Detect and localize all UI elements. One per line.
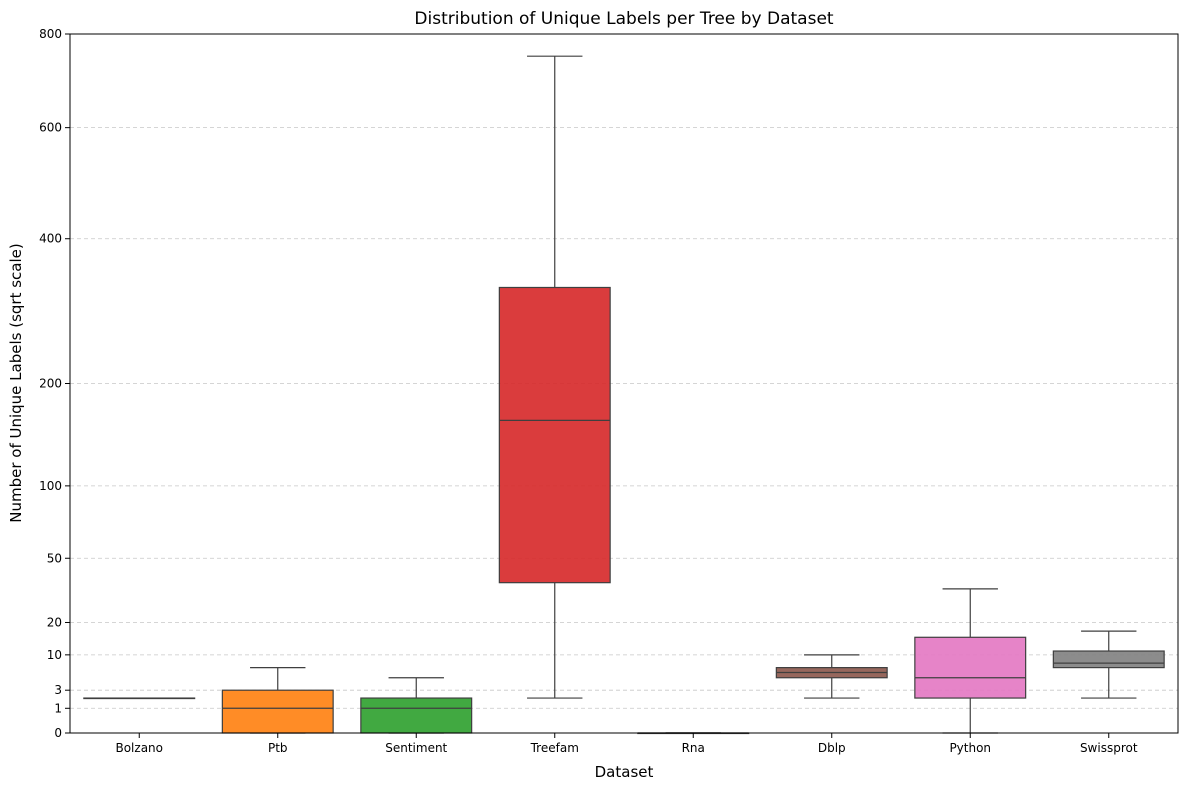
box-sentiment: [360, 677, 473, 734]
y-tick-label: 50: [47, 551, 62, 565]
y-tick-label: 20: [47, 615, 62, 629]
x-tick-label: Bolzano: [115, 741, 163, 755]
y-axis-label: Number of Unique Labels (sqrt scale): [7, 243, 25, 523]
y-axis-ticks: 0 1 3 10 20 50 100 200 400 600 800: [39, 27, 70, 740]
x-tick-label: Dblp: [818, 741, 846, 755]
x-tick-label: Ptb: [268, 741, 288, 755]
box-dblp: [775, 654, 888, 699]
box-ptb: [221, 667, 334, 734]
iqr-box: [498, 286, 611, 584]
iqr-box: [360, 697, 473, 734]
y-tick-label: 200: [39, 377, 62, 391]
iqr-box: [221, 689, 334, 734]
y-tick-label: 100: [39, 479, 62, 493]
x-tick-label: Sentiment: [385, 741, 447, 755]
x-tick-label: Swissprot: [1080, 741, 1138, 755]
y-tick-label: 600: [39, 121, 62, 135]
x-tick-label: Rna: [682, 741, 705, 755]
x-tick-label: Python: [949, 741, 991, 755]
y-tick-label: 1: [54, 701, 62, 715]
x-axis-label: Dataset: [595, 763, 654, 781]
chart-title: Distribution of Unique Labels per Tree b…: [414, 9, 833, 29]
boxes: [83, 55, 1165, 735]
y-tick-label: 0: [54, 726, 62, 740]
iqr-box: [1052, 650, 1165, 669]
box-python: [914, 588, 1027, 734]
y-tick-label: 3: [54, 683, 62, 697]
y-tick-label: 800: [39, 27, 62, 41]
box-treefam: [498, 55, 611, 699]
gridlines: [70, 127, 1178, 709]
x-axis-ticks: Bolzano Ptb Sentiment Treefam Rna Dblp Python S…: [115, 733, 1138, 755]
y-tick-label: 400: [39, 232, 62, 246]
box-bolzano: [83, 697, 196, 700]
y-tick-label: 10: [47, 648, 62, 662]
box-swissprot: [1052, 630, 1165, 699]
x-tick-label: Treefam: [530, 741, 579, 755]
iqr-box: [914, 636, 1027, 699]
